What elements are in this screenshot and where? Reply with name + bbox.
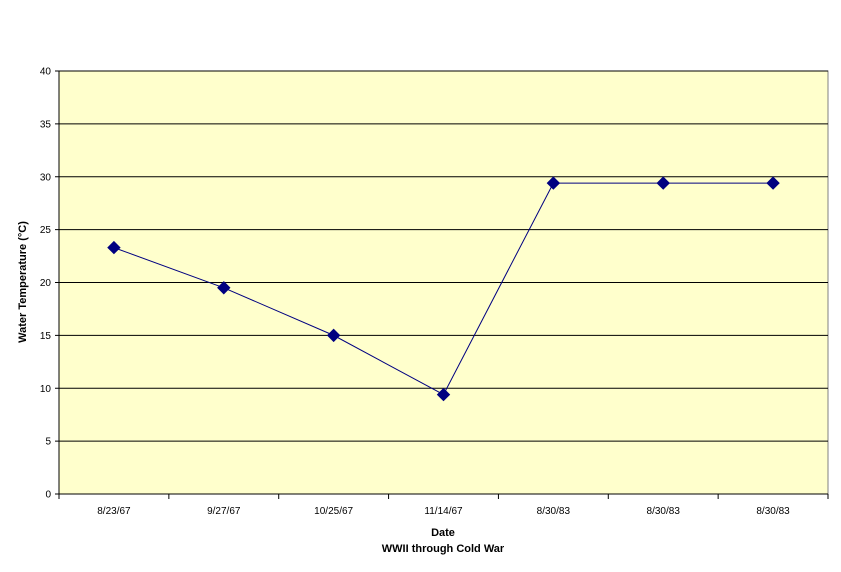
x-tick-label: 11/14/67 [424, 506, 463, 517]
y-tick-label: 30 [40, 172, 52, 183]
data-point-marker [656, 176, 670, 190]
data-point-marker [107, 240, 121, 255]
x-axis-title: Date [431, 527, 455, 539]
y-tick-label: 35 [40, 119, 52, 130]
data-point-marker [326, 328, 341, 343]
y-tick-label: 25 [40, 225, 52, 236]
data-point-marker [436, 387, 451, 402]
x-axis: 8/23/67 9/27/67 10/25/67 11/14/67 8/30/83 8/3… [58, 493, 829, 517]
y-tick-label: 40 [40, 67, 52, 78]
data-point-marker [217, 281, 231, 295]
x-tick-label: 8/30/83 [756, 506, 790, 517]
y-tick-label: 10 [40, 384, 52, 395]
y-axis-title: Water Temperature (°C) [17, 221, 29, 343]
y-axis: 0 5 10 15 20 25 30 35 40 [40, 67, 60, 501]
x-tick-label: 8/30/83 [537, 506, 571, 517]
y-tick-label: 20 [40, 278, 52, 289]
x-tick-label: 8/23/67 [97, 506, 131, 517]
data-point-marker [766, 176, 780, 190]
y-tick-label: 15 [40, 331, 52, 342]
x-tick-label: 8/30/83 [647, 506, 681, 517]
y-tick-label: 5 [45, 437, 51, 448]
x-axis-subtitle: WWII through Cold War [382, 543, 505, 555]
x-tick-label: 9/27/67 [207, 506, 241, 517]
x-tick-label: 10/25/67 [314, 506, 353, 517]
series-line [107, 176, 780, 402]
gridlines [59, 70, 828, 442]
y-tick-label: 0 [45, 490, 51, 501]
data-point-marker [546, 176, 561, 190]
